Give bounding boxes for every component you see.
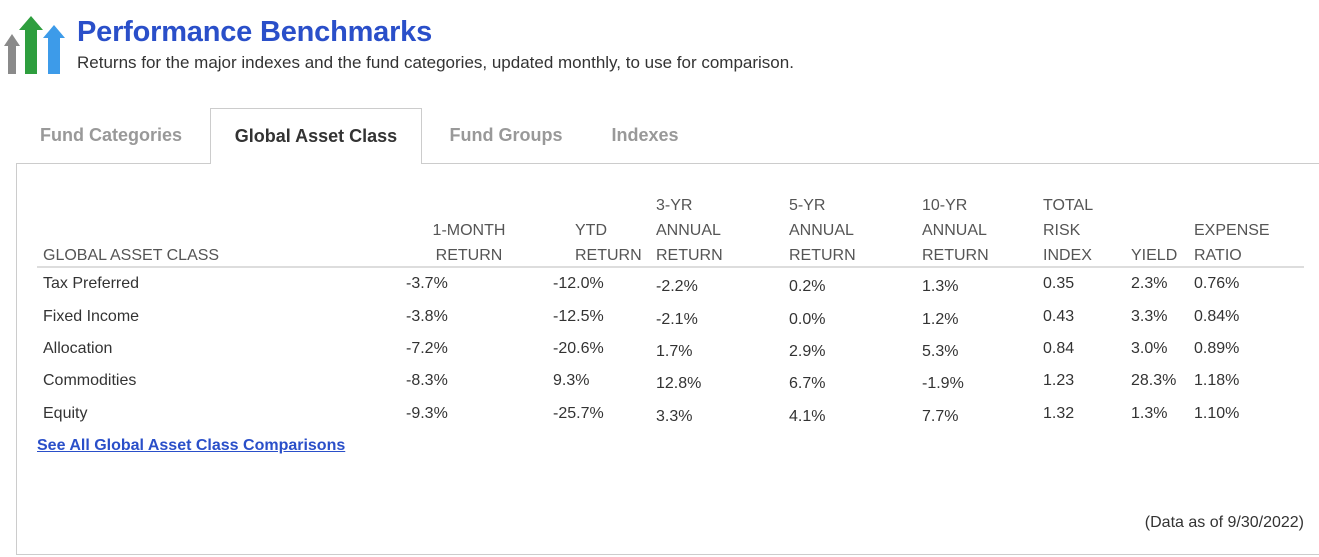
- table-cell-risk-index: 1.32: [1043, 405, 1075, 422]
- table-cell-yield: 1.3%: [1131, 405, 1168, 422]
- column-header-asset-class: GLOBAL ASSET CLASS: [43, 243, 243, 268]
- table-cell-five-yr-return: 2.9%: [789, 343, 826, 360]
- table-cell-one-month-return: -3.8%: [406, 308, 448, 325]
- column-header-line: RETURN: [789, 247, 856, 264]
- column-header-line: ANNUAL: [656, 222, 721, 239]
- benchmark-panel: GLOBAL ASSET CLASS 1-MONTH RETURN YTD RETURN…: [16, 163, 1319, 555]
- table-cell-ytd-return: 9.3%: [553, 372, 590, 389]
- table-cell-expense-ratio: 0.84%: [1194, 308, 1240, 325]
- table-cell-five-yr-return: 0.2%: [789, 278, 826, 295]
- column-header-line: GLOBAL ASSET CLASS: [43, 247, 220, 264]
- column-header-line: 5-YR: [789, 197, 826, 214]
- column-header-line: EXPENSE: [1194, 222, 1270, 239]
- table-cell-one-month-return: -3.7%: [406, 275, 448, 292]
- table-cell-three-yr-return: 12.8%: [656, 375, 702, 392]
- column-header-line: RETURN: [922, 247, 989, 264]
- column-header-line: RETURN: [435, 247, 503, 264]
- table-cell-ten-yr-return: 5.3%: [922, 343, 959, 360]
- table-cell-ytd-return: -12.5%: [553, 308, 604, 325]
- benchmark-table: GLOBAL ASSET CLASS 1-MONTH RETURN YTD RETURN…: [41, 164, 1304, 425]
- table-cell-one-month-return: -8.3%: [406, 372, 448, 389]
- column-header-ytd-return: YTD RETURN: [575, 218, 645, 268]
- data-as-of-note: (Data as of 9/30/2022): [1144, 514, 1304, 531]
- table-cell-ten-yr-return: 1.3%: [922, 278, 959, 295]
- table-cell-ytd-return: -20.6%: [553, 340, 604, 357]
- table-cell-expense-ratio: 0.89%: [1194, 340, 1240, 357]
- table-cell-ten-yr-return: 1.2%: [922, 311, 959, 328]
- column-header-line: YTD: [575, 222, 607, 239]
- table-cell-asset-class: Tax Preferred: [43, 275, 140, 292]
- table-cell-ytd-return: -12.0%: [553, 275, 604, 292]
- column-header-risk-index: TOTAL RISK INDEX: [1043, 193, 1113, 268]
- table-cell-asset-class: Commodities: [43, 372, 137, 389]
- column-header-line: ANNUAL: [789, 222, 854, 239]
- table-cell-risk-index: 0.43: [1043, 308, 1075, 325]
- column-header-line: RISK: [1043, 222, 1081, 239]
- column-header-line: RATIO: [1194, 247, 1242, 264]
- tab-bar: Fund Categories Global Asset Class Fund …: [16, 108, 1319, 164]
- column-header-line: 1-MONTH: [432, 222, 506, 239]
- column-header-line: 10-YR: [922, 197, 968, 214]
- column-header-ten-yr-return: 10-YR ANNUAL RETURN: [922, 193, 1002, 268]
- column-header-three-yr-return: 3-YR ANNUAL RETURN: [656, 193, 736, 268]
- table-cell-three-yr-return: 1.7%: [656, 343, 693, 360]
- column-header-yield: YIELD: [1131, 243, 1181, 268]
- table-cell-three-yr-return: 3.3%: [656, 408, 693, 425]
- table-cell-ten-yr-return: 7.7%: [922, 408, 959, 425]
- table-cell-expense-ratio: 1.18%: [1194, 372, 1240, 389]
- tab-fund-groups[interactable]: Fund Groups: [449, 125, 563, 145]
- table-cell-five-yr-return: 4.1%: [789, 408, 826, 425]
- table-cell-yield: 28.3%: [1131, 372, 1177, 389]
- column-header-line: INDEX: [1043, 247, 1092, 264]
- table-cell-expense-ratio: 0.76%: [1194, 275, 1240, 292]
- column-header-line: YIELD: [1131, 247, 1178, 264]
- header-divider: [37, 266, 1304, 268]
- table-cell-expense-ratio: 1.10%: [1194, 405, 1240, 422]
- column-header-five-yr-return: 5-YR ANNUAL RETURN: [789, 193, 869, 268]
- table-cell-asset-class: Fixed Income: [43, 308, 140, 325]
- tab-global-asset-class[interactable]: Global Asset Class: [210, 108, 422, 164]
- table-cell-ten-yr-return: -1.9%: [922, 375, 964, 392]
- table-cell-asset-class: Allocation: [43, 340, 113, 357]
- table-cell-one-month-return: -9.3%: [406, 405, 448, 422]
- column-header-line: RETURN: [656, 247, 723, 264]
- table-cell-ytd-return: -25.7%: [553, 405, 604, 422]
- table-cell-risk-index: 0.84: [1043, 340, 1075, 357]
- table-cell-one-month-return: -7.2%: [406, 340, 448, 357]
- table-cell-risk-index: 0.35: [1043, 275, 1075, 292]
- see-all-comparisons-link[interactable]: See All Global Asset Class Comparisons: [37, 437, 346, 454]
- page-header: Performance Benchmarks Returns for the m…: [4, 12, 1304, 78]
- table-cell-risk-index: 1.23: [1043, 372, 1075, 389]
- column-header-line: ANNUAL: [922, 222, 987, 239]
- tab-indexes[interactable]: Indexes: [611, 125, 679, 145]
- table-cell-three-yr-return: -2.1%: [656, 311, 698, 328]
- page-subtitle: Returns for the major indexes and the fu…: [77, 53, 794, 72]
- table-cell-three-yr-return: -2.2%: [656, 278, 698, 295]
- page-title: Performance Benchmarks: [77, 16, 433, 48]
- column-header-expense-ratio: EXPENSE RATIO: [1194, 218, 1284, 268]
- table-cell-yield: 3.0%: [1131, 340, 1168, 357]
- column-header-line: RETURN: [575, 247, 642, 264]
- table-cell-yield: 2.3%: [1131, 275, 1168, 292]
- tab-fund-categories[interactable]: Fund Categories: [39, 125, 182, 145]
- column-header-line: 3-YR: [656, 197, 693, 214]
- column-header-line: TOTAL: [1043, 197, 1094, 214]
- table-cell-yield: 3.3%: [1131, 308, 1168, 325]
- table-cell-five-yr-return: 6.7%: [789, 375, 826, 392]
- rising-arrows-icon: [4, 16, 65, 74]
- table-cell-asset-class: Equity: [43, 405, 88, 422]
- table-cell-five-yr-return: 0.0%: [789, 311, 826, 328]
- column-header-one-month-return: 1-MONTH RETURN: [425, 218, 513, 268]
